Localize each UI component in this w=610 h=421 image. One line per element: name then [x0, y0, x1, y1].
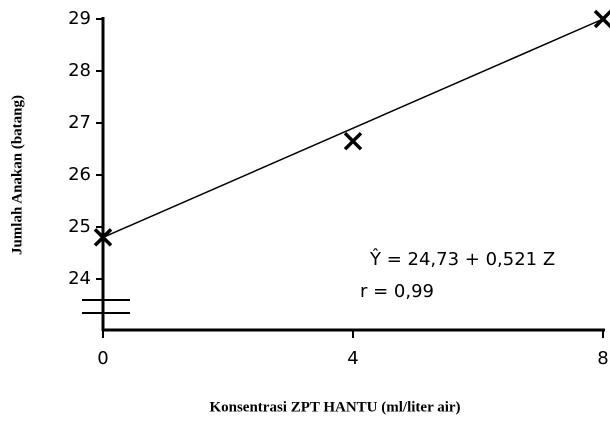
- x-tick-label: 8: [597, 348, 608, 369]
- x-tick-label: 0: [97, 348, 108, 369]
- point: [593, 9, 610, 29]
- y-tick-label: 28: [68, 60, 91, 81]
- x-axis-title: Konsentrasi ZPT HANTU (ml/liter air): [209, 399, 460, 415]
- y-tick-label: 24: [68, 268, 91, 289]
- correlation: r = 0,99: [360, 281, 434, 302]
- point: [93, 228, 113, 247]
- x-tick-label: 4: [347, 348, 358, 369]
- y-tick-label: 27: [68, 112, 91, 133]
- y-tick-label: 29: [68, 8, 91, 29]
- equation: Ŷ = 24,73 + 0,521 Z: [369, 248, 555, 270]
- point: [343, 131, 363, 151]
- y-tick-label: 26: [68, 164, 91, 185]
- y-tick-label: 25: [68, 216, 91, 237]
- trendline: [102, 18, 604, 239]
- y-axis-title: Jumlah Anakan (batang): [9, 95, 25, 255]
